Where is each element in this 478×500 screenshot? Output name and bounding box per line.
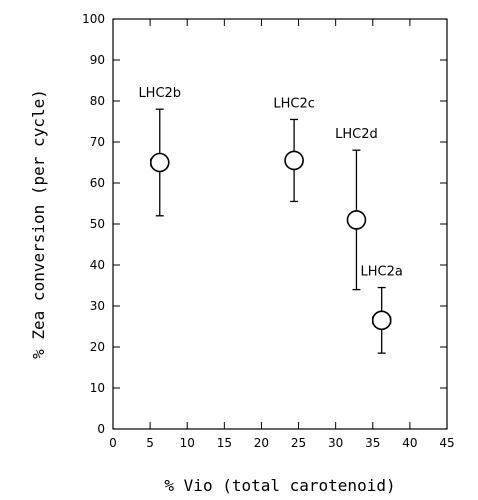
point-label: LHC2b: [138, 86, 181, 101]
y-tick-label: 30: [90, 299, 105, 313]
data-point: [284, 150, 304, 171]
y-axis-title: % Zea conversion (per cycle): [29, 89, 48, 359]
y-tick-label: 20: [90, 340, 105, 354]
x-tick-label: 25: [291, 436, 306, 450]
y-tick-label: 40: [90, 258, 105, 272]
data-point-group: LHC2b: [138, 86, 181, 217]
y-tick-label: 100: [82, 12, 105, 26]
data-point-group: LHC2c: [273, 96, 315, 203]
x-tick-label: 10: [180, 436, 195, 450]
data-point: [346, 210, 367, 230]
y-tick-label: 90: [90, 53, 105, 67]
x-tick-label: 30: [328, 436, 343, 450]
x-tick-label: 0: [109, 436, 117, 450]
data-point: [149, 152, 170, 173]
x-tick-label: 5: [146, 436, 154, 450]
y-tick-label: 80: [90, 94, 105, 108]
plot-frame: [112, 18, 448, 430]
x-tick-label: 35: [365, 436, 380, 450]
point-label: LHC2d: [335, 127, 378, 142]
y-tick-label: 10: [90, 381, 105, 395]
data-marks: LHC2b LHC2c LHC2d LHC2a: [138, 86, 403, 354]
data-point: [371, 310, 392, 331]
x-axis-title: % Vio (total carotenoid): [164, 476, 395, 495]
x-tick-label: 15: [217, 436, 232, 450]
axis-ticks: 0 5 10 15 20 25 30 35 40 45 0 10 20 30 40 50 60 70 80 90 100: [82, 12, 455, 450]
x-tick-label: 45: [439, 436, 454, 450]
point-label: LHC2c: [273, 96, 315, 111]
data-point-group: LHC2a: [361, 265, 403, 354]
y-tick-label: 70: [90, 135, 105, 149]
y-tick-label: 50: [90, 217, 105, 231]
x-tick-label: 40: [402, 436, 417, 450]
plot-axes: [112, 18, 448, 430]
data-point-group: LHC2d: [335, 127, 378, 291]
x-tick-label: 20: [254, 436, 269, 450]
y-tick-label: 0: [97, 422, 105, 436]
y-tick-label: 60: [90, 176, 105, 190]
point-label: LHC2a: [361, 265, 403, 280]
